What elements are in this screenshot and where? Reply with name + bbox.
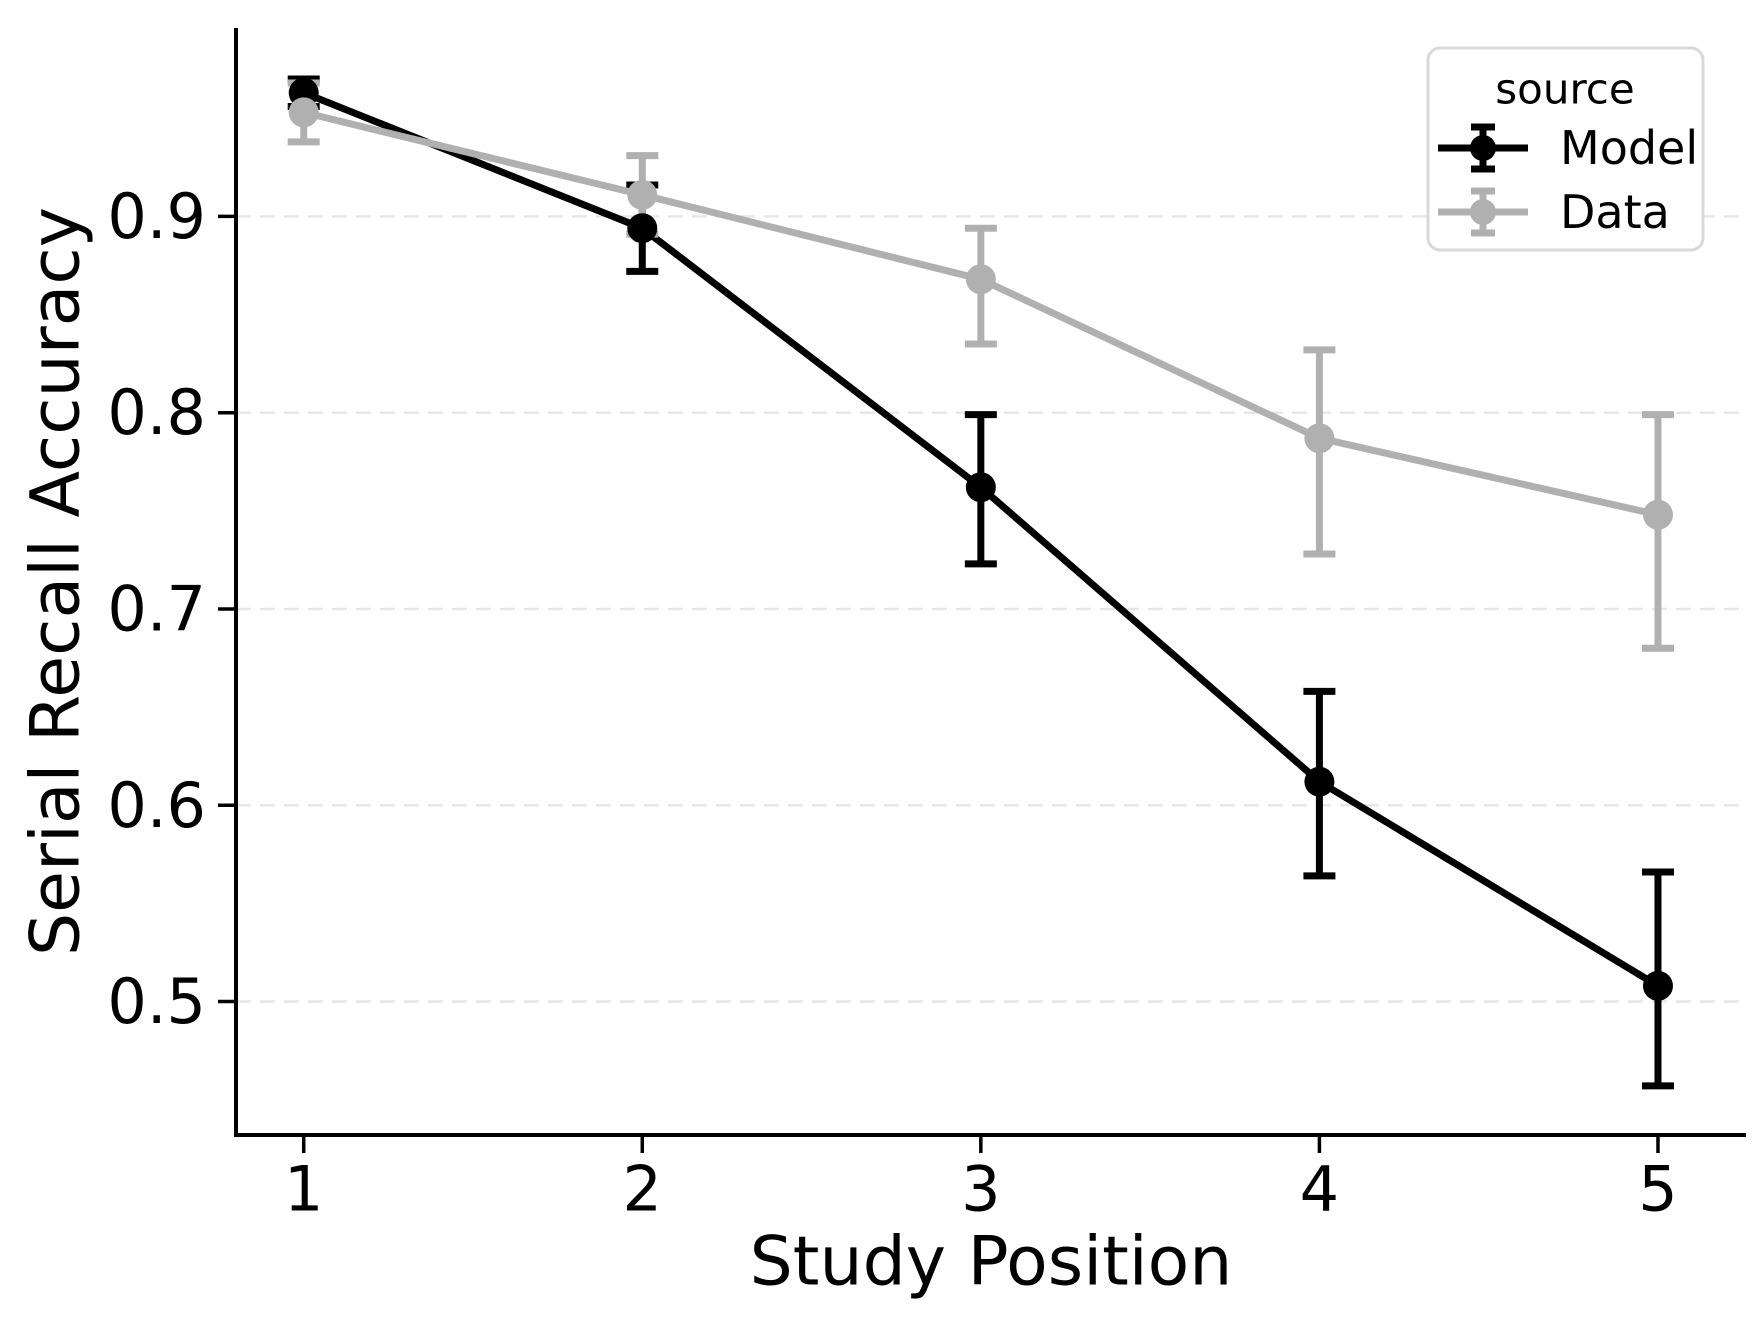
data-point-marker <box>1642 970 1673 1001</box>
legend-box <box>1426 46 1705 252</box>
legend-errorbar-marker-icon <box>1438 123 1528 173</box>
data-point-marker <box>1304 766 1335 797</box>
x-tick-label: 5 <box>1638 1153 1677 1226</box>
data-point-marker <box>627 213 658 244</box>
legend-entry-data: Data <box>1438 185 1670 239</box>
x-tick-label: 2 <box>623 1153 662 1226</box>
y-tick-label: 0.6 <box>107 769 206 842</box>
data-point-marker <box>965 472 996 503</box>
data-point-marker <box>1642 499 1673 530</box>
legend-label: Data <box>1560 185 1670 239</box>
series-data-markers <box>288 97 1673 530</box>
y-tick-label: 0.5 <box>107 965 206 1038</box>
data-point-marker <box>1304 423 1335 454</box>
y-tick-label: 0.8 <box>107 376 206 449</box>
y-axis-label: Serial Recall Accuracy <box>17 207 96 956</box>
legend-entry-model: Model <box>1438 121 1698 175</box>
y-tick-label: 0.9 <box>107 180 206 253</box>
x-axis-label: Study Position <box>750 1223 1233 1302</box>
y-tick-label: 0.7 <box>107 572 206 645</box>
data-point-marker <box>965 264 996 295</box>
x-tick-label: 1 <box>284 1153 323 1226</box>
legend-title: source <box>1495 65 1634 114</box>
legend-errorbar-marker-icon <box>1438 187 1528 237</box>
data-point-marker <box>627 179 658 210</box>
data-point-marker <box>288 97 319 128</box>
x-tick-label: 3 <box>961 1153 1000 1226</box>
legend-label: Model <box>1560 121 1698 175</box>
x-tick-label: 4 <box>1300 1153 1339 1226</box>
legend: source Model Data <box>1426 46 1705 252</box>
